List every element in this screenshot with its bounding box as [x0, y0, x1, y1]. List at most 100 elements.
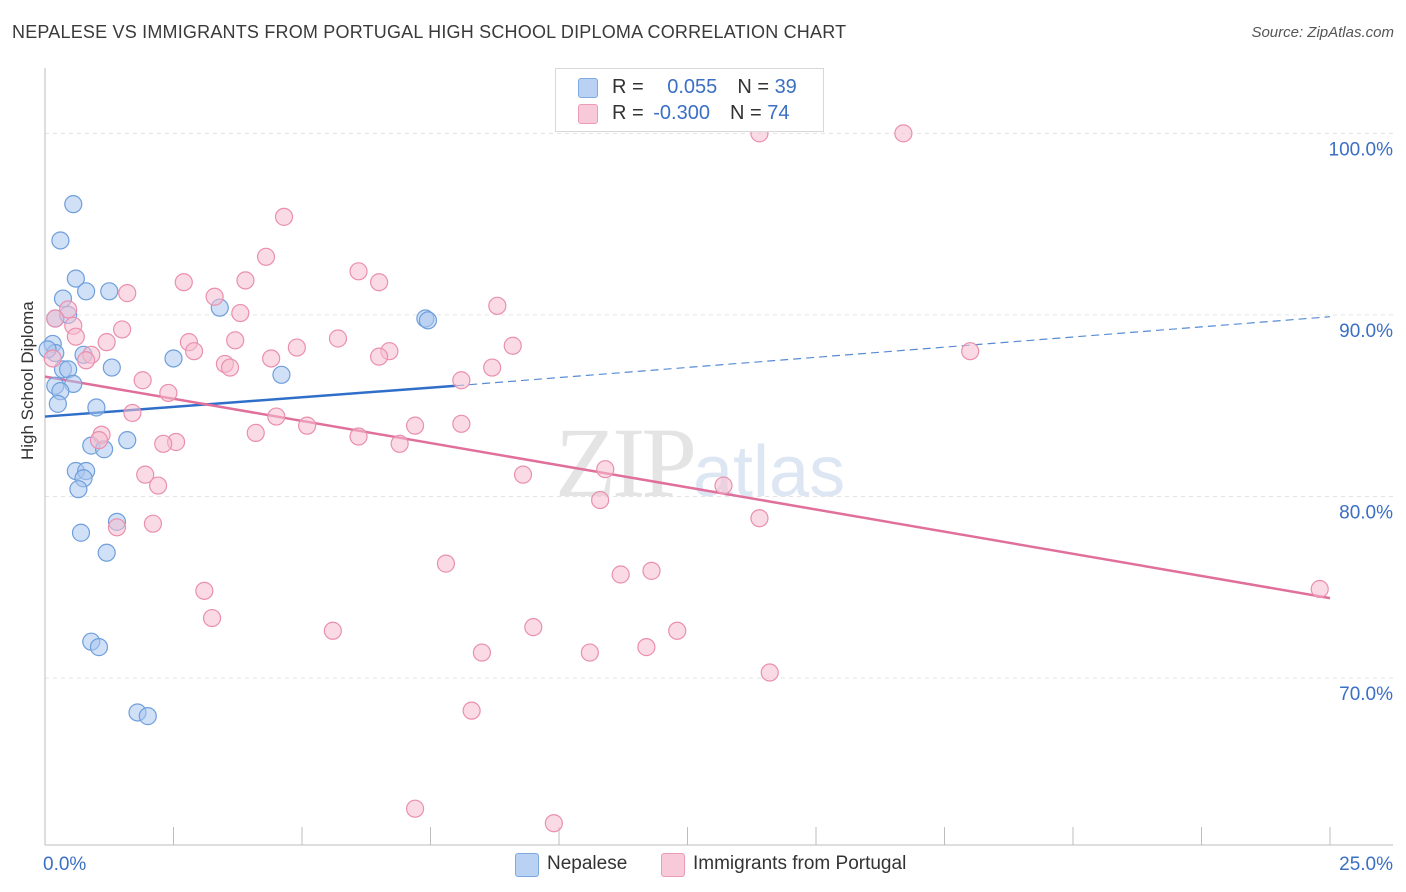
x-tick-label-max: 25.0% [1339, 854, 1393, 875]
legend-label-nepalese: Nepalese [547, 853, 628, 874]
portugal-point [472, 643, 491, 662]
nepalese-point [71, 523, 91, 542]
y-axis-label: High School Diploma [18, 301, 37, 460]
portugal-point [274, 207, 294, 226]
portugal-point [154, 434, 173, 453]
watermark-zip: ZIP [555, 407, 697, 518]
nepalese-point [138, 707, 157, 726]
r-value: -0.300 [653, 102, 710, 124]
portugal-point [256, 247, 276, 266]
r-label: R = [612, 102, 650, 124]
portugal-trend-line [44, 375, 1331, 600]
y-tick-label: 70.0% [1339, 684, 1393, 705]
portugal-point [513, 465, 533, 484]
n-label: N = [737, 76, 775, 98]
portugal-point [184, 342, 204, 361]
nepalese-point [87, 398, 106, 417]
nepalese-point [97, 543, 116, 562]
portugal-point [136, 465, 155, 484]
portugal-point [1310, 579, 1329, 599]
nepalese-point [51, 231, 70, 250]
portugal-point [143, 514, 163, 533]
legend-swatch-pink [661, 853, 685, 877]
portugal-point [894, 124, 913, 143]
portugal-point [483, 358, 502, 377]
portugal-point [714, 476, 733, 495]
r-label: R = [612, 76, 650, 98]
portugal-point [544, 814, 563, 833]
portugal-point [226, 331, 245, 350]
portugal-point [596, 460, 615, 479]
nepalese-point [64, 195, 83, 214]
portugal-point [452, 371, 471, 390]
portugal-point [488, 296, 507, 315]
nepalese-point [418, 311, 438, 330]
portugal-point [195, 581, 214, 600]
portugal-point [760, 663, 779, 682]
portugal-point [390, 434, 409, 453]
axes [44, 68, 1393, 846]
portugal-point [370, 273, 389, 292]
portugal-point [148, 476, 168, 495]
nepalese-point [164, 349, 183, 368]
portugal-point [107, 518, 127, 537]
portugal-point [405, 416, 425, 435]
watermark-atlas: atlas [693, 432, 846, 512]
portugal-point [298, 416, 317, 435]
portugal-point [436, 554, 456, 573]
portugal-point [123, 403, 142, 423]
correlation-legend: R = 0.055 N = 39 R = -0.300 N = 74 [555, 68, 824, 132]
portugal-point [236, 271, 255, 290]
portugal-point [611, 565, 630, 584]
chart-title: NEPALESE VS IMMIGRANTS FROM PORTUGAL HIG… [12, 22, 847, 42]
portugal-point [133, 371, 152, 390]
nepalese-trend-extension [456, 316, 1331, 387]
portugal-point [524, 618, 543, 637]
nepalese-point [100, 282, 119, 301]
portugal-point [267, 407, 286, 426]
data-points [38, 124, 1329, 833]
nepalese-trend-line [44, 384, 457, 418]
portugal-point [220, 358, 240, 377]
source-label: Source: ZipAtlas.com [1251, 24, 1394, 41]
portugal-point [287, 338, 306, 357]
portugal-point [205, 287, 224, 306]
portugal-point [59, 300, 78, 319]
portugal-point [231, 303, 250, 323]
n-value: 74 [767, 102, 790, 124]
portugal-point [452, 414, 471, 433]
portugal-point [159, 383, 178, 403]
portugal-point [328, 329, 348, 348]
legend-swatch-blue [515, 853, 539, 877]
nepalese-point [77, 282, 96, 301]
y-tick-label: 80.0% [1339, 502, 1393, 523]
portugal-point [97, 333, 116, 352]
y-tick-label: 90.0% [1339, 321, 1393, 342]
portugal-point [323, 621, 342, 640]
legend-swatch-blue [578, 78, 598, 98]
portugal-point [349, 427, 368, 446]
tick-labels: 70.0% 80.0% 90.0% 100.0% 0.0% 25.0% [43, 139, 1393, 875]
portugal-point [503, 336, 522, 355]
portugal-point [112, 320, 132, 339]
y-tick-label: 100.0% [1329, 139, 1394, 160]
portugal-point [118, 284, 137, 303]
watermark: ZIPatlas [555, 405, 845, 520]
portugal-point [46, 309, 65, 328]
n-label: N = [729, 102, 768, 124]
nepalese-point [66, 269, 85, 288]
nepalese-point [102, 358, 121, 377]
portugal-point [961, 342, 980, 361]
nepalese-point [118, 431, 137, 450]
legend-label-portugal: Immigrants from Portugal [693, 853, 907, 874]
portugal-point [77, 351, 96, 370]
portugal-point [642, 561, 661, 580]
portugal-point [462, 701, 481, 720]
portugal-point [637, 638, 656, 657]
legend-swatch-pink [578, 104, 598, 124]
nepalese-point [89, 638, 109, 657]
portugal-point [262, 349, 281, 368]
portugal-point [750, 509, 769, 528]
portugal-point [174, 273, 193, 292]
